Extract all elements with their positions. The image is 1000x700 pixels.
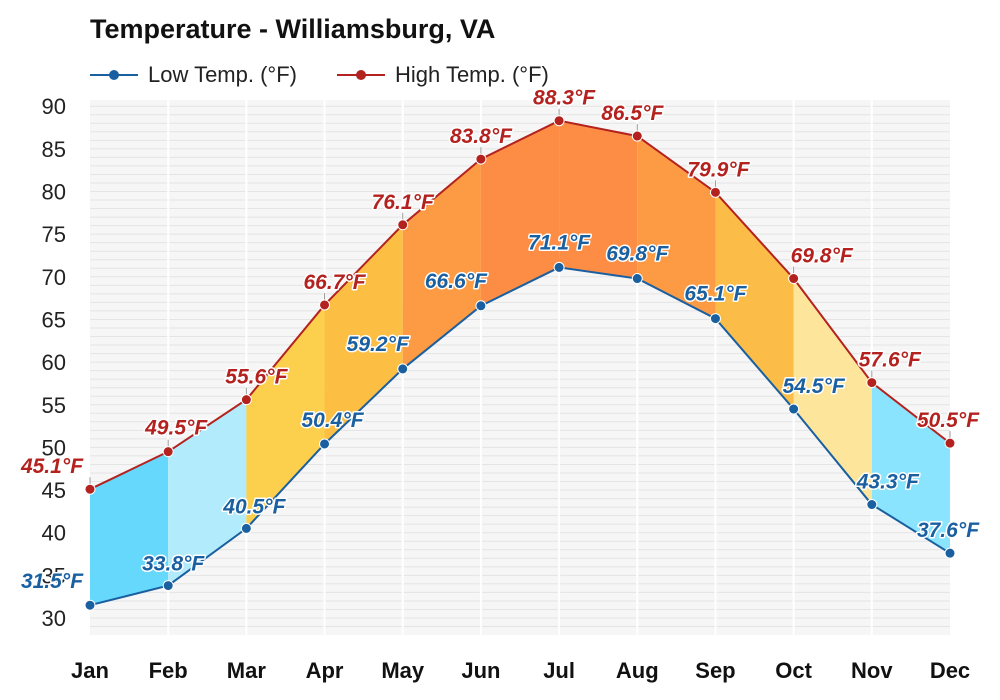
low-temp-line [89,266,951,607]
low-data-label: 59.2°F [347,333,410,356]
x-tick-label-may: May [381,658,425,683]
high-temp-line [89,119,951,491]
high-temp-point [397,219,409,231]
y-tick-label: 80 [42,180,66,205]
x-tick-label-jul: Jul [543,658,575,683]
y-tick-label: 70 [42,265,66,290]
range-band [871,382,950,554]
high-temp-point [553,115,565,127]
high-data-label: 50.5°F [917,409,980,432]
high-temp-point [240,394,252,406]
range-band [715,192,794,410]
low-data-label: 33.8°F [142,553,205,576]
y-tick-label: 30 [42,606,66,631]
x-tick-label-oct: Oct [775,658,812,683]
high-data-label: 86.5°F [601,102,664,125]
high-data-label: 57.6°F [859,349,922,372]
high-temp-point [319,299,331,311]
y-tick-label: 65 [42,307,66,332]
low-temp-point [709,313,721,325]
x-tick-label-apr: Apr [306,658,344,683]
high-data-label: 55.6°F [225,366,288,389]
low-data-label: 69.8°F [606,243,669,266]
range-band [246,304,325,529]
x-tick-label-aug: Aug [616,658,659,683]
y-tick-label: 60 [42,350,66,375]
high-data-label: 88.3°F [533,87,596,110]
y-tick-label: 45 [42,478,66,503]
legend-item-high[interactable]: High Temp. (°F) [336,62,549,88]
y-tick-label: 50 [42,435,66,460]
low-data-label: 71.1°F [528,231,591,254]
low-temp-point [397,363,409,375]
range-band [168,399,247,586]
x-tick-label-nov: Nov [851,658,893,683]
high-data-label: 66.7°F [303,271,366,294]
low-temp-point [475,300,487,312]
range-band [559,120,638,279]
high-data-label: 76.1°F [372,191,435,214]
legend-swatch-low [90,68,138,82]
low-temp-point [240,522,252,534]
high-data-label: 79.9°F [687,158,750,181]
range-band [402,159,481,369]
low-temp-point [866,499,878,511]
range-band [637,136,716,319]
range-band [324,224,403,444]
legend-item-low[interactable]: Low Temp. (°F) [90,62,297,88]
high-temp-point [944,437,956,449]
low-temp-point [162,580,174,592]
high-data-label: 83.8°F [450,125,513,148]
high-data-label: 49.5°F [144,417,208,440]
x-tick-label-jan: Jan [71,658,109,683]
low-data-label: 40.5°F [222,495,286,518]
legend-label-high: High Temp. (°F) [394,62,549,87]
range-band [90,451,169,606]
chart-title: Temperature - Williamsburg, VA [90,14,496,44]
x-tick-label-mar: Mar [227,658,267,683]
low-temp-point [84,599,96,611]
x-tick-label-sep: Sep [695,658,735,683]
legend: Low Temp. (°F) High Temp. (°F) [90,60,589,90]
low-temp-point [631,273,643,285]
low-data-label: 31.5°F [21,570,84,593]
high-temp-point [788,273,800,285]
range-band [793,278,872,505]
high-temp-point [631,130,643,142]
y-tick-label: 40 [42,521,66,546]
high-data-label: 69.8°F [791,245,854,268]
y-tick-label: 85 [42,137,66,162]
legend-label-low: Low Temp. (°F) [148,62,297,87]
x-tick-label-jun: Jun [461,658,500,683]
legend-swatch-high [336,68,385,82]
low-data-label: 50.4°F [301,409,364,432]
x-tick-label-dec: Dec [930,658,970,683]
low-data-label: 37.6°F [917,519,980,542]
low-temp-point [319,438,331,450]
high-temp-point [475,153,487,165]
low-temp-point [944,547,956,559]
high-temp-point [162,446,174,458]
high-temp-point [709,186,721,198]
low-data-label: 54.5°F [783,375,846,398]
range-band [480,120,560,306]
high-temp-point [866,377,878,389]
low-temp-point [788,403,800,415]
low-data-label: 65.1°F [684,283,747,306]
y-tick-label: 90 [42,94,66,119]
x-tick-label-feb: Feb [149,658,188,683]
low-data-label: 66.6°F [425,270,488,293]
high-data-label: 45.1°F [20,455,84,478]
y-tick-label: 35 [42,563,66,588]
y-tick-label: 75 [42,222,66,247]
high-temp-point [84,483,96,495]
low-temp-point [553,261,565,273]
low-data-label: 43.3°F [856,471,920,494]
y-tick-label: 55 [42,393,66,418]
